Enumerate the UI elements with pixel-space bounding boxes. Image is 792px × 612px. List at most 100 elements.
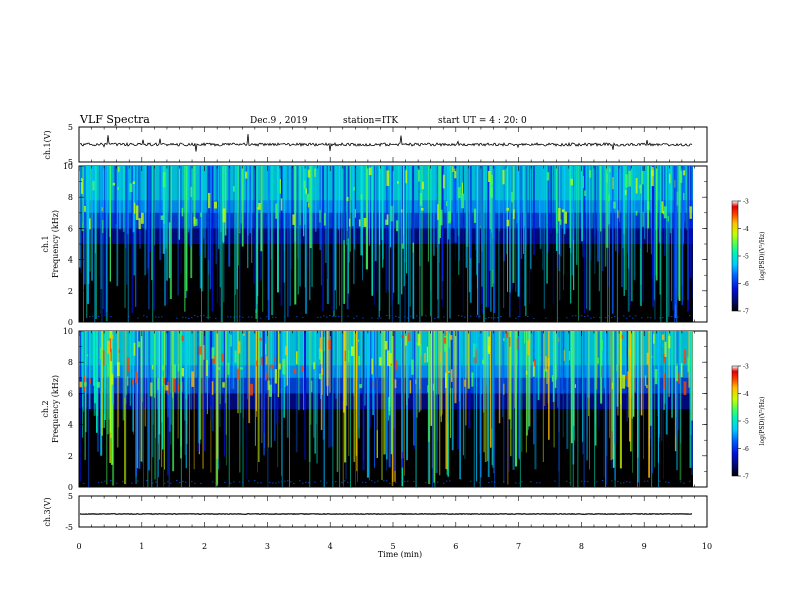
spectrogram-hotspot — [203, 345, 205, 360]
spectrogram-streak — [637, 331, 640, 483]
spectrogram-streak — [160, 331, 162, 391]
spectrogram-streak — [164, 331, 165, 470]
spectrogram-hotspot — [676, 363, 678, 369]
spectrogram-streak — [414, 331, 416, 449]
spectrogram-streak — [401, 331, 404, 468]
spectrogram-hotspot — [211, 347, 215, 359]
spectrogram-streak — [339, 166, 340, 306]
spectrogram-streak — [481, 166, 483, 287]
spectrogram-hotspot — [487, 170, 491, 182]
spectrogram-trace — [215, 482, 217, 484]
spectrogram-spike — [674, 166, 675, 322]
spectrogram-trace — [491, 481, 493, 483]
spectrogram-hotspot — [135, 372, 138, 383]
spectrogram-trace — [497, 317, 499, 319]
spectrogram-streak — [140, 331, 143, 462]
spectrogram-streak — [687, 166, 689, 312]
spectrogram-hotspot — [84, 382, 87, 387]
spectrogram-trace — [314, 481, 316, 483]
spectrogram-streak — [353, 166, 355, 284]
spectrogram-streak — [240, 331, 242, 413]
spectrogram-streak — [548, 331, 550, 440]
spectrogram-spike — [660, 166, 662, 322]
spectrogram-streak — [468, 166, 471, 293]
spectrogram-trace — [209, 316, 211, 318]
spectrogram-hotspot — [303, 180, 306, 190]
spectrogram-hotspot — [141, 212, 144, 224]
spectrogram-hotspot — [221, 353, 224, 363]
spectrogram-streak — [462, 331, 464, 456]
spectrogram-streak — [254, 331, 256, 446]
spectrogram-hotspot — [250, 383, 253, 396]
spectrogram-hotspot — [133, 342, 136, 356]
spectrogram-streak — [295, 331, 298, 453]
spectrogram-trace — [443, 316, 445, 318]
spectrogram-streak — [376, 331, 378, 431]
spectrogram-streak — [477, 166, 478, 315]
spectrogram-streak — [581, 166, 583, 242]
spectrogram-streak — [509, 166, 511, 293]
spectrogram-streak — [190, 331, 192, 410]
spectrogram-streak — [548, 166, 550, 244]
spectrogram-spike — [220, 166, 222, 322]
spectrogram-hotspot — [181, 207, 184, 217]
spectrogram-streak — [677, 166, 680, 297]
spectrogram-trace — [248, 480, 250, 482]
y-tick-label: 4 — [68, 421, 73, 430]
spectrogram-streak — [574, 331, 575, 441]
spectrogram-hotspot — [683, 170, 686, 176]
spectrogram-streak — [116, 331, 119, 448]
spectrogram-streak — [376, 166, 378, 292]
spectrogram-spike — [607, 166, 608, 322]
spectrogram-trace — [671, 316, 673, 317]
spectrogram-hotspot — [328, 339, 331, 349]
spectrogram-streak — [691, 166, 693, 298]
spectrogram-streak — [647, 166, 649, 229]
spectrogram-spike — [608, 166, 610, 322]
spectrogram-hotspot — [554, 364, 557, 380]
spectrogram-streak — [519, 331, 520, 460]
spectrogram-streak — [680, 331, 682, 444]
spectrogram-streak — [342, 331, 344, 487]
x-tick-label: 6 — [453, 542, 458, 551]
spectrogram-trace — [191, 317, 193, 319]
spectrogram-spike — [666, 166, 668, 322]
spectrogram-streak — [529, 166, 531, 305]
spectrogram-streak — [299, 166, 301, 287]
spectrogram-streak — [573, 166, 574, 240]
spectrogram-trace — [248, 316, 250, 318]
spectrogram-streak — [228, 166, 231, 267]
spectrogram-trace — [227, 316, 229, 318]
spectrogram-streak — [587, 166, 589, 318]
spectrogram-streak — [598, 166, 600, 291]
spectrogram-streak — [289, 166, 291, 306]
spectrogram-streak — [442, 166, 444, 277]
spectrogram-hotspot — [181, 335, 185, 341]
spectrogram-hotspot — [111, 373, 114, 385]
spectrogram-streak — [438, 331, 439, 395]
spectrogram-streak — [520, 166, 523, 259]
spectrogram-trace — [104, 480, 106, 482]
spectrogram-hotspot — [491, 187, 493, 199]
spectrogram-spike — [556, 166, 558, 322]
spectrogram-trace — [650, 317, 652, 319]
y-tick-label: 2 — [68, 452, 73, 461]
spectrogram-spike — [616, 166, 618, 322]
spectrogram-streak — [690, 331, 693, 421]
y-tick-label: -5 — [65, 523, 73, 532]
spectrogram-hotspot — [296, 351, 298, 365]
spectrogram-streak — [238, 166, 239, 266]
spectrogram-streak — [357, 331, 358, 482]
spectrogram-trace — [341, 481, 343, 483]
spectrogram-trace — [365, 482, 367, 483]
spectrogram-spike — [467, 166, 469, 322]
spectrogram-hotspot — [236, 368, 240, 380]
spectrogram-streak — [653, 166, 655, 300]
spectrogram-trace — [206, 316, 208, 318]
spectrogram-hotspot — [661, 201, 664, 213]
spectrogram-streak — [158, 331, 161, 460]
spectrogram-streak — [83, 331, 84, 412]
spectrogram-hotspot — [527, 339, 530, 355]
spectrogram-trace — [92, 315, 94, 317]
